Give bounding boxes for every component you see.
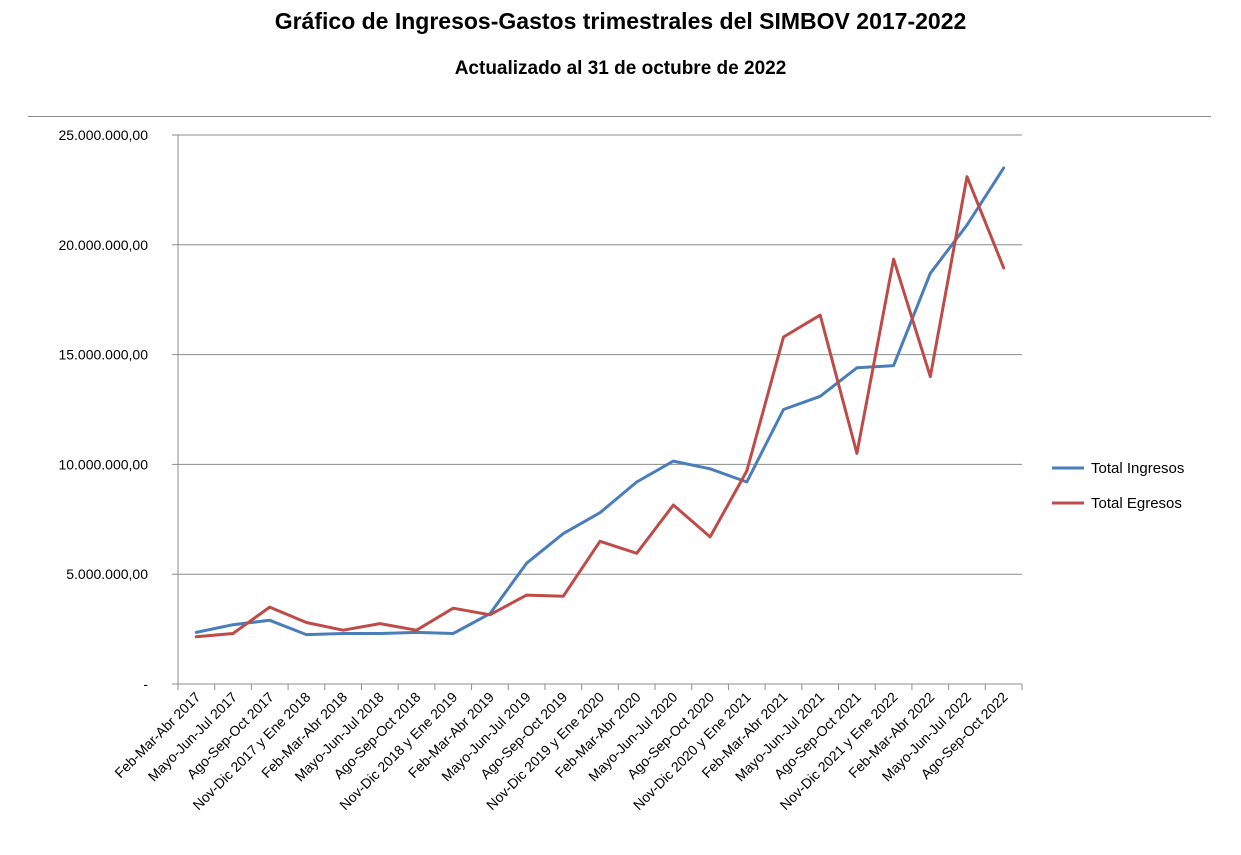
y-axis-tick-labels: - 5.000.000,00 10.000.000,00 15.000.000,00 2… bbox=[58, 127, 148, 692]
axes bbox=[177, 135, 1023, 690]
chart-title: Gráfico de Ingresos-Gastos trimestrales … bbox=[274, 8, 967, 34]
legend-label: Total Ingresos bbox=[1091, 460, 1184, 477]
y-tick-label: 15.000.000,00 bbox=[58, 347, 148, 363]
legend-label: Total Egresos bbox=[1091, 495, 1182, 512]
series-lines bbox=[194, 166, 1006, 639]
title-divider bbox=[28, 116, 1211, 117]
series-line bbox=[194, 175, 1006, 639]
chart-subtitle: Actualizado al 31 de octubre de 2022 bbox=[454, 58, 787, 79]
gridlines bbox=[172, 134, 1022, 685]
series-line bbox=[194, 166, 1006, 637]
y-tick-label: 25.000.000,00 bbox=[58, 127, 148, 143]
y-tick-label: 10.000.000,00 bbox=[58, 456, 148, 472]
y-tick-label: 5.000.000,00 bbox=[66, 566, 148, 582]
y-tick-label: - bbox=[143, 676, 148, 692]
legend: Total Ingresos Total Egresos bbox=[1052, 460, 1184, 512]
y-tick-label: 20.000.000,00 bbox=[58, 237, 148, 253]
